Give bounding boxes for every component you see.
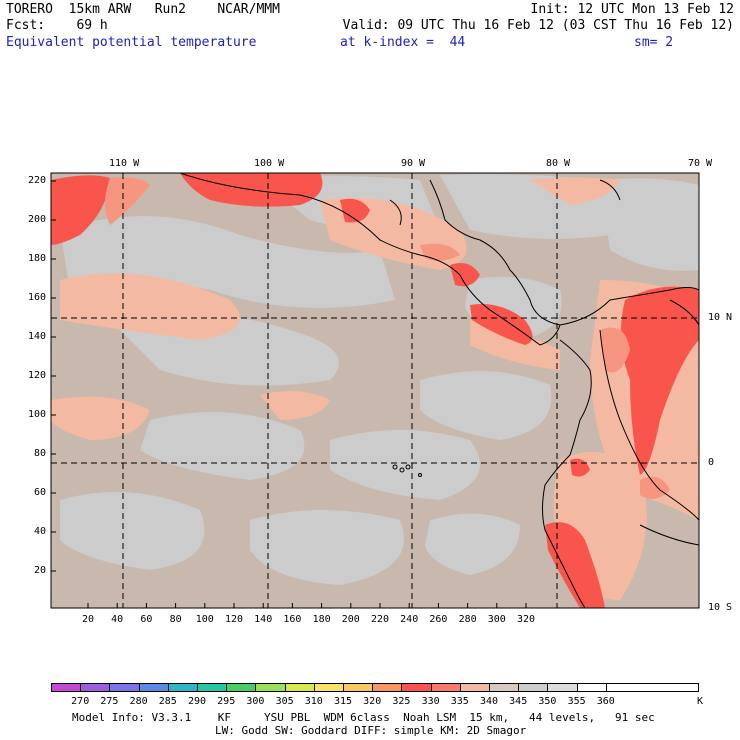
colorbar-swatch (226, 683, 257, 692)
colorbar-swatch (459, 683, 490, 692)
x-tick-label: 180 (312, 614, 331, 625)
field-layer (51, 173, 699, 608)
x-tick-label: 220 (370, 614, 390, 625)
lon-label-110w: 110 W (109, 158, 140, 169)
x-tick-label: 260 (429, 614, 448, 625)
footer-model-info: Model Info: V3.3.1 KF YSU PBL WDM 6class… (72, 711, 655, 724)
plot-frame (50, 172, 700, 609)
colorbar-label: 325 (392, 696, 411, 707)
x-tick-label: 300 (487, 614, 506, 625)
header-valid-time: Valid: 09 UTC Thu 16 Feb 12 (03 CST Thu … (342, 18, 734, 33)
y-tick-marks (51, 180, 56, 572)
y-tick-label: 120 (27, 370, 46, 381)
colorbar-swatch (343, 683, 374, 692)
lightred-patches (105, 177, 670, 499)
colorbar-label: 355 (567, 696, 586, 707)
colorbar-swatch (284, 683, 315, 692)
y-tick-label: 20 (33, 565, 46, 576)
colorbar-swatch (518, 683, 549, 692)
colorbar-label: 300 (246, 696, 265, 707)
colorbar-label: 315 (333, 696, 353, 707)
colorbar-swatch (80, 683, 111, 692)
lat-label-0: 0 (708, 457, 715, 468)
x-tick-label: 120 (224, 614, 244, 625)
colorbar-swatch (255, 683, 286, 692)
y-tick-label: 140 (27, 331, 46, 342)
x-tick-label: 40 (111, 614, 124, 625)
lon-label-70w: 70 W (688, 158, 713, 169)
colorbar-swatch (547, 683, 578, 692)
y-tick-label: 60 (33, 487, 46, 498)
colorbar-swatch (372, 683, 403, 692)
coastline (179, 173, 699, 608)
lon-label-90w: 90 W (401, 158, 426, 169)
colorbar-swatch (138, 683, 169, 692)
header-title: TORERO 15km ARW Run2 NCAR/MMM (6, 2, 280, 17)
x-tick-label: 320 (516, 614, 536, 625)
footer-physics-info: LW: Godd SW: Goddard DIFF: simple KM: 2D… (215, 724, 527, 737)
colorbar-label: 270 (71, 696, 90, 707)
y-tick-label: 80 (33, 448, 46, 459)
colorbar-label: 290 (187, 696, 207, 707)
lat-label-10n: 10 N (708, 312, 733, 323)
x-tick-label: 240 (400, 614, 419, 625)
red-patches (51, 173, 699, 608)
colorbar-swatch (313, 683, 344, 692)
gray-patches (60, 174, 699, 585)
header-init-time: Init: 12 UTC Mon 13 Feb 12 (530, 2, 735, 17)
colorbar-label: 295 (217, 696, 236, 707)
header-level: at k-index = 44 (340, 35, 466, 50)
colorbar-label: 335 (450, 696, 469, 707)
colorbar-label: 275 (100, 696, 119, 707)
colorbar-swatch (430, 683, 461, 692)
colorbar-swatch (167, 683, 198, 692)
y-tick-label: 180 (27, 253, 46, 264)
colorbar-label: 345 (509, 696, 528, 707)
colorbar-unit: K (697, 696, 704, 707)
x-tick-label: 140 (254, 614, 273, 625)
y-tick-label: 40 (33, 526, 46, 537)
colorbar-label: 305 (275, 696, 294, 707)
colorbar-label: 280 (129, 696, 148, 707)
colorbar-label: 350 (538, 696, 557, 707)
colorbar-label: 360 (596, 696, 615, 707)
x-tick-label: 20 (81, 614, 95, 625)
y-tick-label: 220 (27, 175, 46, 186)
colorbar-swatch (576, 683, 607, 692)
colorbar-label: 320 (363, 696, 382, 707)
colorbar-label: 310 (304, 696, 323, 707)
x-tick-label: 200 (341, 614, 360, 625)
x-tick-label: 160 (283, 614, 302, 625)
colorbar-label: 340 (479, 696, 499, 707)
x-tick-label: 80 (169, 614, 182, 625)
lon-label-80w: 80 W (546, 158, 571, 169)
x-tick-marks (87, 603, 527, 608)
colorbar-swatch (51, 683, 82, 692)
colorbar-swatch (401, 683, 432, 692)
x-tick-label: 60 (140, 614, 153, 625)
y-tick-label: 160 (27, 292, 46, 303)
lon-label-100w: 100 W (254, 158, 285, 169)
header-field-name: Equivalent potential temperature (6, 35, 257, 50)
colorbar-swatch (489, 683, 520, 692)
colorbar-label: 330 (421, 696, 440, 707)
y-tick-label: 200 (27, 214, 46, 225)
lat-label-10s: 10 S (708, 602, 733, 613)
graticule (51, 173, 699, 608)
x-tick-label: 100 (195, 614, 214, 625)
colorbar-swatch (605, 683, 699, 692)
x-tick-label: 280 (458, 614, 477, 625)
colorbar-swatch (197, 683, 228, 692)
colorbar-label: 285 (158, 696, 177, 707)
header-forecast-hour: Fcst: 69 h (6, 18, 108, 33)
header-smoothing: sm= 2 (634, 35, 674, 50)
colorbar-swatch (109, 683, 140, 692)
y-tick-label: 100 (27, 409, 46, 420)
